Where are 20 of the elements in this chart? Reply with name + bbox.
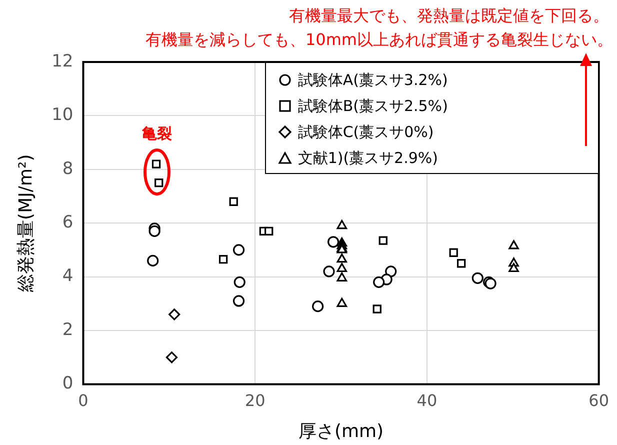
legend-label: 試験体B(藁スサ2.5%) bbox=[298, 96, 448, 116]
annotation: 亀裂 bbox=[141, 124, 172, 142]
y-tick-label: 4 bbox=[62, 266, 74, 286]
x-axis-title: 厚さ(mm) bbox=[298, 420, 384, 442]
legend-label: 試験体C(藁スサ0%) bbox=[298, 122, 434, 142]
y-tick-label: 10 bbox=[52, 105, 74, 126]
y-tick-label: 6 bbox=[62, 212, 74, 233]
y-tick-label: 12 bbox=[52, 51, 74, 72]
y-tick-label: 2 bbox=[62, 320, 74, 340]
text: 有機量最大でも、発熱量は既定値を下回る。 bbox=[289, 6, 609, 27]
x-tick-label: 20 bbox=[244, 390, 266, 410]
y-axis-title: 総発熱量(MJ/m²) bbox=[15, 154, 36, 293]
x-tick-label: 60 bbox=[588, 390, 609, 410]
text: 有機量を減らしても、10mm以上あれば貫通する亀裂生じない。 bbox=[145, 30, 613, 51]
y-tick-label: 8 bbox=[62, 158, 74, 179]
legend-label: 試験体A(藁スサ3.2%) bbox=[298, 70, 448, 90]
x-tick-label: 0 bbox=[78, 390, 88, 410]
x-tick-label: 40 bbox=[416, 390, 438, 410]
y-tick-label: 0 bbox=[62, 374, 74, 394]
legend-label: 文献1)(藁スサ2.9%) bbox=[298, 148, 438, 168]
